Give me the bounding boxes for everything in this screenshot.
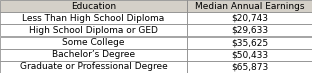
- Bar: [187, 61, 312, 73]
- Text: $50,433: $50,433: [231, 50, 268, 59]
- Text: $35,625: $35,625: [231, 38, 268, 47]
- Text: $20,743: $20,743: [231, 14, 268, 23]
- Bar: [0, 24, 187, 36]
- Bar: [187, 0, 312, 12]
- Text: $29,633: $29,633: [231, 26, 268, 35]
- Bar: [0, 36, 187, 49]
- Text: Graduate or Professional Degree: Graduate or Professional Degree: [20, 62, 168, 71]
- Bar: [0, 49, 187, 61]
- Text: High School Diploma or GED: High School Diploma or GED: [29, 26, 158, 35]
- Text: Less Than High School Diploma: Less Than High School Diploma: [22, 14, 165, 23]
- Bar: [0, 0, 187, 12]
- Text: Some College: Some College: [62, 38, 125, 47]
- Text: Bachelor’s Degree: Bachelor’s Degree: [52, 50, 135, 59]
- Bar: [187, 12, 312, 24]
- Text: $65,873: $65,873: [231, 62, 268, 71]
- Bar: [187, 49, 312, 61]
- Bar: [187, 36, 312, 49]
- Bar: [187, 24, 312, 36]
- Bar: [0, 61, 187, 73]
- Text: Education: Education: [71, 2, 116, 11]
- Bar: [0, 12, 187, 24]
- Text: Median Annual Earnings: Median Annual Earnings: [195, 2, 304, 11]
